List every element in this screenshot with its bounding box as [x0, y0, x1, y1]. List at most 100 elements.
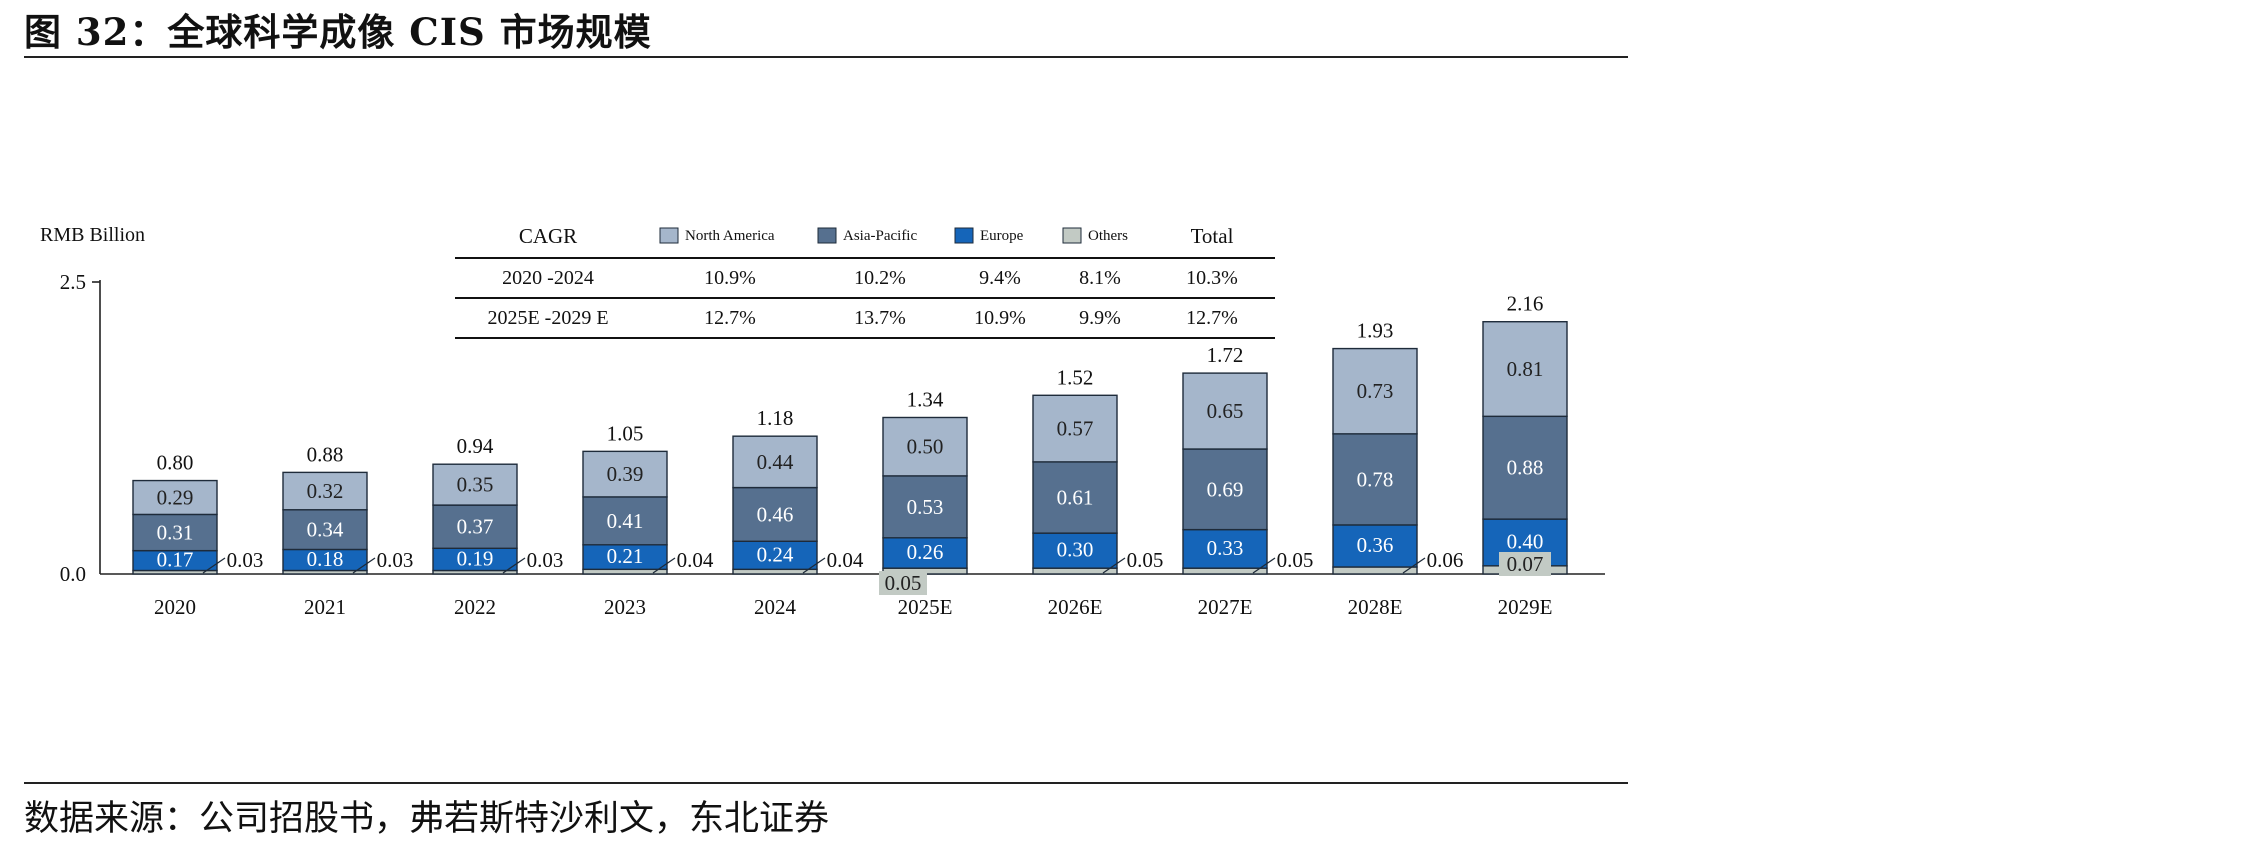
- cagr-header: CAGR: [519, 224, 577, 248]
- bar-segment-asia-pacific: [282, 509, 368, 551]
- x-tick-label: 2027E: [1198, 595, 1253, 619]
- data-label-others: 0.04: [827, 548, 864, 572]
- data-label-europe: 0.26: [907, 540, 944, 564]
- data-label-europe: 0.24: [757, 542, 794, 566]
- stacked-bar-chart: RMB Billion 2.5 0.0 0.29 0.31 0.17 0.03 0.80 20…: [40, 224, 1605, 619]
- legend-swatch-north-america: [659, 227, 679, 244]
- data-label-asia-pacific: 0.69: [1207, 477, 1244, 501]
- bar-segment-europe: [1182, 528, 1268, 569]
- data-label-others: 0.07: [1507, 552, 1544, 576]
- others-leader-line: [352, 557, 376, 574]
- total-label: 0.80: [157, 451, 194, 475]
- data-label-asia-pacific: 0.53: [907, 495, 944, 519]
- data-label-europe: 0.40: [1507, 529, 1544, 553]
- cagr-cell: 10.2%: [854, 267, 906, 289]
- bar-segment-europe: [1032, 532, 1118, 569]
- x-tick-label: 2020: [154, 595, 196, 619]
- x-tick-label: 2023: [604, 595, 646, 619]
- others-leader-line: [802, 557, 826, 574]
- others-leader-line: [502, 557, 526, 574]
- data-label-asia-pacific: 0.41: [607, 509, 644, 533]
- others-label-box: [1499, 552, 1551, 576]
- data-label-others: 0.03: [227, 548, 264, 572]
- others-leader-line: [1402, 557, 1426, 574]
- legend-swatch-europe: [954, 227, 974, 244]
- bar-segment-asia-pacific: [1332, 433, 1418, 526]
- data-label-europe: 0.36: [1357, 533, 1394, 557]
- data-label-north-america: 0.44: [757, 450, 794, 474]
- total-label: 0.88: [307, 442, 344, 466]
- title-rule: [24, 56, 1628, 58]
- cagr-table: CAGR Total 2020 -2024 10.9% 10.2% 9.4% 8.1% 10.…: [455, 224, 1275, 339]
- data-label-asia-pacific: 0.61: [1057, 485, 1094, 509]
- data-label-others: 0.05: [885, 571, 922, 595]
- x-tick-label: 2024: [754, 595, 797, 619]
- data-label-others: 0.03: [377, 548, 414, 572]
- bar-segment-north-america: [1032, 394, 1118, 463]
- cagr-cell: 12.7%: [704, 307, 756, 329]
- data-label-asia-pacific: 0.88: [1507, 456, 1544, 480]
- legend-swatch-others: [1062, 227, 1082, 244]
- y-tick-label: 0.0: [60, 562, 86, 586]
- data-label-north-america: 0.57: [1057, 417, 1094, 441]
- legend-label: Europe: [980, 228, 1024, 244]
- legend-label: Asia-Pacific: [843, 228, 917, 244]
- cagr-cell: 13.7%: [854, 307, 906, 329]
- total-label: 0.94: [457, 434, 494, 458]
- bar-segment-others: [1332, 566, 1418, 575]
- data-label-europe: 0.18: [307, 547, 344, 571]
- data-label-europe: 0.33: [1207, 536, 1244, 560]
- total-label: 1.05: [607, 421, 644, 445]
- total-label: 1.18: [757, 406, 794, 430]
- data-label-europe: 0.19: [457, 546, 494, 570]
- others-leader-line: [652, 557, 676, 574]
- bar-segment-north-america: [1182, 372, 1268, 450]
- x-tick-label: 2025E: [898, 595, 953, 619]
- data-label-others: 0.05: [1277, 548, 1314, 572]
- data-label-asia-pacific: 0.31: [157, 521, 194, 545]
- source-rule: [24, 782, 1628, 784]
- data-label-asia-pacific: 0.34: [307, 518, 344, 542]
- figure-title: 图 32：全球科学成像 CIS 市场规模: [24, 10, 652, 54]
- data-label-others: 0.06: [1427, 548, 1464, 572]
- x-tick-label: 2026E: [1048, 595, 1103, 619]
- data-label-asia-pacific: 0.78: [1357, 467, 1394, 491]
- others-label-box: [879, 571, 927, 595]
- chart-labels: 0.29 0.31 0.17 0.03 0.80 2020 0.32 0.34 0.18 0.03…: [154, 292, 1552, 619]
- bar-segment-north-america: [432, 463, 518, 506]
- x-tick-label: 2021: [304, 595, 346, 619]
- data-label-asia-pacific: 0.37: [457, 515, 494, 539]
- total-label: 1.34: [907, 387, 944, 411]
- bar-segment-north-america: [1332, 347, 1418, 435]
- cagr-cell: 8.1%: [1079, 267, 1121, 289]
- data-label-europe: 0.21: [607, 544, 644, 568]
- bar-segment-europe: [882, 537, 968, 569]
- y-tick-label: 2.5: [60, 270, 86, 294]
- data-label-europe: 0.17: [157, 548, 194, 572]
- bar-segment-asia-pacific: [882, 475, 968, 539]
- data-label-north-america: 0.81: [1507, 357, 1544, 381]
- total-label: 1.72: [1207, 343, 1244, 367]
- data-label-north-america: 0.50: [907, 435, 944, 459]
- legend-label: Others: [1088, 228, 1128, 244]
- others-leader-line: [1102, 557, 1126, 574]
- total-label: 1.52: [1057, 365, 1094, 389]
- bar-segment-north-america: [132, 479, 218, 516]
- bar-segment-europe: [732, 540, 818, 571]
- cagr-row-label: 2025E -2029 E: [487, 307, 608, 329]
- data-label-others: 0.03: [527, 548, 564, 572]
- cagr-row-label: 2020 -2024: [502, 267, 594, 289]
- bar-segment-north-america: [1482, 321, 1568, 418]
- x-tick-label: 2028E: [1348, 595, 1403, 619]
- cagr-cell: 10.9%: [974, 307, 1026, 329]
- bar-segment-asia-pacific: [582, 496, 668, 546]
- data-label-asia-pacific: 0.46: [757, 502, 794, 526]
- bar-segment-north-america: [282, 471, 368, 511]
- bar-segment-asia-pacific: [132, 513, 218, 552]
- cagr-cell: 10.3%: [1186, 267, 1238, 289]
- others-leader-line: [1252, 557, 1276, 574]
- legend-swatch-asia-pacific: [817, 227, 837, 244]
- others-leader-line: [202, 557, 226, 574]
- x-tick-label: 2029E: [1498, 595, 1553, 619]
- cagr-cell: 12.7%: [1186, 307, 1238, 329]
